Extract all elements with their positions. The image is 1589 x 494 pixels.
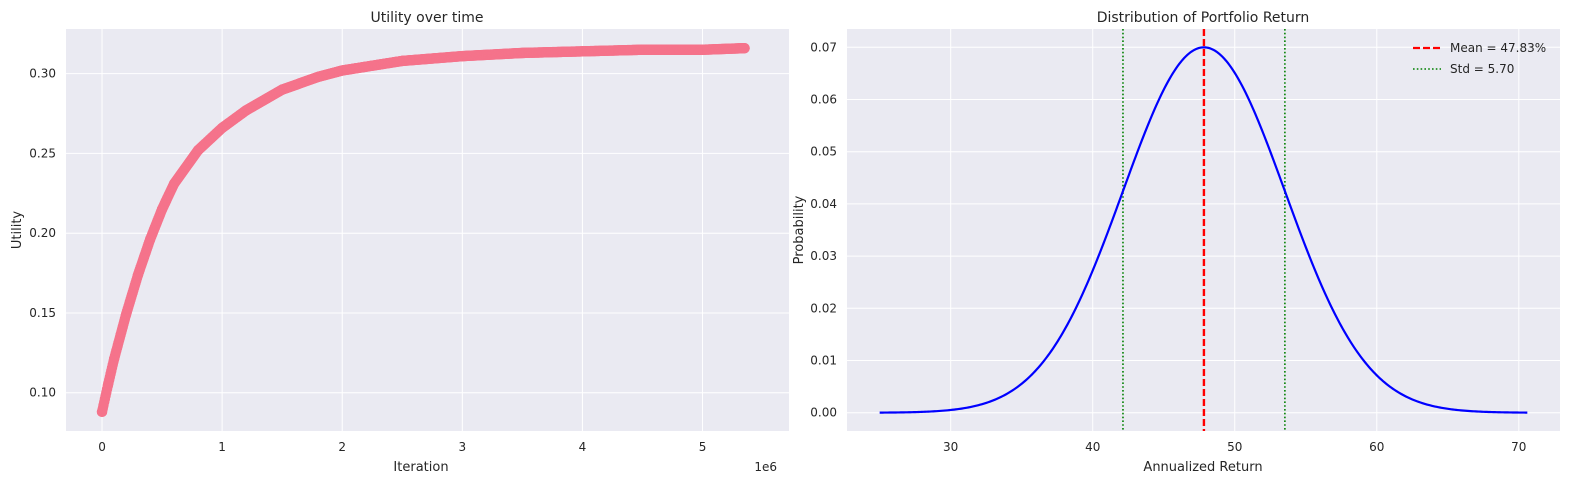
- distribution-curve: [879, 46, 1528, 414]
- distribution-y-tick-label: 0.00: [810, 406, 837, 420]
- utility-grid: [66, 29, 789, 431]
- distribution-y-tick-label: 0.06: [810, 92, 837, 106]
- distribution-y-tick-label: 0.01: [810, 354, 837, 368]
- utility-trail-point: [739, 42, 750, 54]
- utility-x-tick-label: 3: [459, 440, 467, 454]
- utility-y-tick-label: 0.20: [29, 226, 56, 240]
- distribution-x-ticks: 30 40 50 60 70: [943, 440, 1526, 454]
- utility-y-tick-label: 0.10: [29, 386, 56, 400]
- distribution-y-tick-label: 0.04: [810, 197, 837, 211]
- utility-y-tick-label: 0.15: [29, 306, 56, 320]
- utility-x-offset-label: 1e6: [754, 460, 777, 474]
- utility-x-tick-label: 5: [699, 440, 707, 454]
- distribution-marks: [879, 29, 1528, 431]
- utility-chart-title: Utility over time: [371, 10, 484, 26]
- distribution-chart-title: Distribution of Portfolio Return: [1097, 10, 1310, 26]
- return-distribution-chart: 30 40 50 60 70 0.000.010.020.030.040.050.060…: [792, 10, 1560, 475]
- utility-y-tick-label: 0.25: [29, 146, 56, 160]
- utility-x-tick-label: 0: [98, 440, 106, 454]
- distribution-y-axis-label: Probability: [792, 195, 807, 264]
- distribution-x-tick-label: 60: [1369, 440, 1384, 454]
- utility-x-tick-label: 1: [218, 440, 226, 454]
- distribution-x-tick-label: 70: [1511, 440, 1526, 454]
- utility-y-ticks: 0.10 0.15 0.20 0.25 0.30: [29, 67, 56, 400]
- distribution-y-tick-label: 0.07: [810, 40, 837, 54]
- distribution-y-tick-label: 0.05: [810, 145, 837, 159]
- distribution-x-tick-label: 40: [1085, 440, 1100, 454]
- distribution-y-tick-label: 0.02: [810, 301, 837, 315]
- legend-std-label: Std = 5.70: [1450, 62, 1514, 76]
- utility-chart: 0 1 2 3 4 5 0.10 0.15 0.20 0.25 0.30 Utility over…: [10, 10, 789, 475]
- distribution-y-tick-label: 0.03: [810, 249, 837, 263]
- distribution-legend: Mean = 47.83% Std = 5.70: [1413, 41, 1546, 76]
- distribution-x-tick-label: 50: [1227, 440, 1242, 454]
- utility-plot-area: [66, 29, 789, 431]
- utility-x-ticks: 0 1 2 3 4 5: [98, 440, 706, 454]
- utility-y-tick-label: 0.30: [29, 67, 56, 81]
- utility-scatter: [96, 42, 750, 418]
- utility-y-axis-label: Utility: [10, 211, 25, 250]
- utility-x-tick-label: 2: [338, 440, 346, 454]
- distribution-y-ticks: 0.00 0.01 0.02 0.03 0.04 0.05 0.06 0.07: [810, 40, 837, 419]
- utility-x-axis-label: Iteration: [393, 460, 448, 475]
- legend-mean-label: Mean = 47.83%: [1450, 41, 1546, 55]
- distribution-x-tick-label: 30: [943, 440, 958, 454]
- utility-x-tick-label: 4: [579, 440, 587, 454]
- distribution-x-axis-label: Annualized Return: [1143, 460, 1262, 475]
